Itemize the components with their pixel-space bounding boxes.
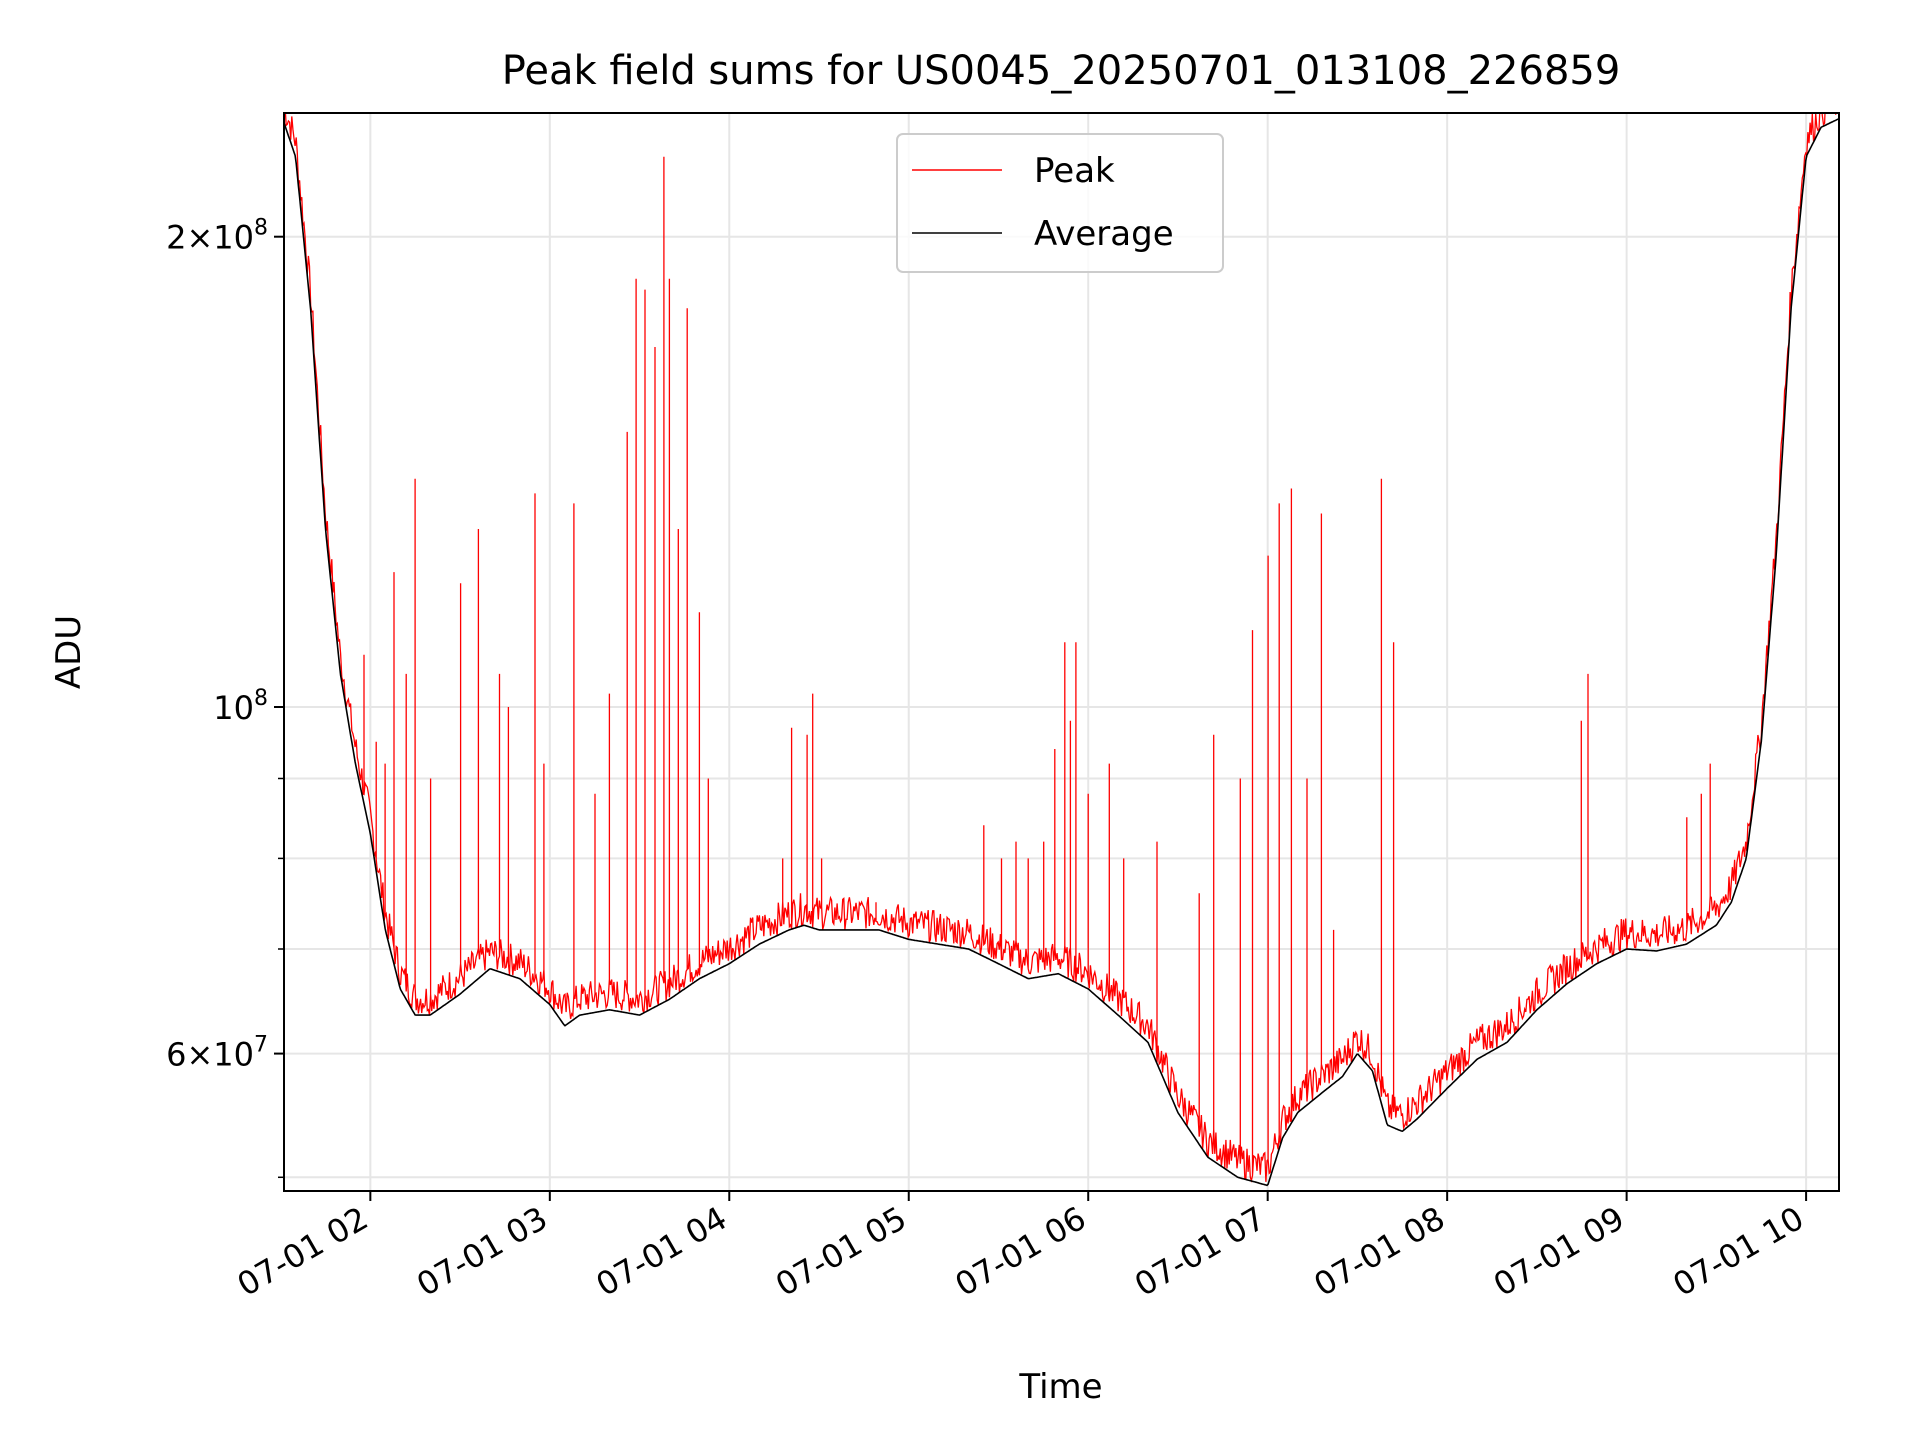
chart-title: Peak field sums for US0045_20250701_0131… xyxy=(502,48,1621,94)
y-axis-label: ADU xyxy=(49,615,89,689)
x-axis-label: Time xyxy=(1018,1367,1102,1407)
series-group xyxy=(284,113,1839,1187)
y-tick-label: 6×107 xyxy=(166,1033,268,1074)
y-tick-label: 108 xyxy=(213,686,268,727)
average-series-line xyxy=(284,117,1839,1187)
grid xyxy=(284,113,1839,1191)
legend: Peak Average xyxy=(896,133,1224,273)
peak-series-line xyxy=(284,113,1837,1183)
plot-area xyxy=(284,113,1839,1187)
y-tick-label: 2×108 xyxy=(166,216,268,257)
legend-box xyxy=(896,133,1224,273)
legend-average-label: Average xyxy=(1034,214,1174,254)
plot-frame xyxy=(283,112,1840,1192)
legend-peak-label: Peak xyxy=(1034,151,1115,191)
